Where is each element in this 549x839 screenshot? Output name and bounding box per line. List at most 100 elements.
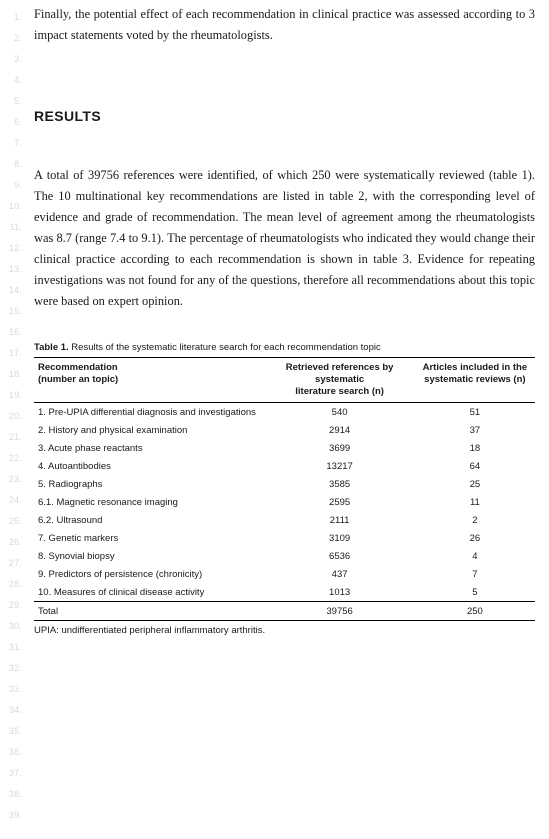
table-header-included: Articles included in the systematic revi… bbox=[415, 358, 535, 403]
table-cell-included: 7 bbox=[415, 565, 535, 583]
table-cell-retrieved: 13217 bbox=[264, 457, 414, 475]
paragraph-results: A total of 39756 references were identif… bbox=[34, 165, 535, 312]
table-cell-included: 37 bbox=[415, 421, 535, 439]
line-number: 1. bbox=[0, 7, 26, 28]
line-number-gutter: 1.2.3.4.5.6.7.8.9.10.11.12.13.14.15.16.1… bbox=[0, 0, 26, 826]
table-cell-topic: 4. Autoantibodies bbox=[34, 457, 264, 475]
line-number: 31. bbox=[0, 637, 26, 658]
line-number: 11. bbox=[0, 217, 26, 238]
table-row: 10. Measures of clinical disease activit… bbox=[34, 583, 535, 602]
table-row: 8. Synovial biopsy65364 bbox=[34, 547, 535, 565]
table-cell-topic: 5. Radiographs bbox=[34, 475, 264, 493]
table-cell-topic: 10. Measures of clinical disease activit… bbox=[34, 583, 264, 602]
line-number: 6. bbox=[0, 112, 26, 133]
table-cell-retrieved: 3585 bbox=[264, 475, 414, 493]
line-number: 13. bbox=[0, 259, 26, 280]
table-header-retrieved: Retrieved references by systematic liter… bbox=[264, 358, 414, 403]
line-number: 38. bbox=[0, 784, 26, 805]
line-number: 22. bbox=[0, 448, 26, 469]
section-heading-results: RESULTS bbox=[34, 108, 535, 124]
table-header-row: Recommendation (number an topic) Retriev… bbox=[34, 358, 535, 403]
line-number: 12. bbox=[0, 238, 26, 259]
line-number: 25. bbox=[0, 511, 26, 532]
table-cell-topic: 3. Acute phase reactants bbox=[34, 439, 264, 457]
line-number: 5. bbox=[0, 91, 26, 112]
table-caption: Table 1. Results of the systematic liter… bbox=[34, 342, 535, 353]
line-number: 29. bbox=[0, 595, 26, 616]
table-row: 6.1. Magnetic resonance imaging259511 bbox=[34, 493, 535, 511]
line-number: 14. bbox=[0, 280, 26, 301]
table-header-recommendation: Recommendation (number an topic) bbox=[34, 358, 264, 403]
line-number: 26. bbox=[0, 532, 26, 553]
line-number: 16. bbox=[0, 322, 26, 343]
table-cell-total-retrieved: 39756 bbox=[264, 602, 414, 621]
table-row: 3. Acute phase reactants369918 bbox=[34, 439, 535, 457]
line-number: 19. bbox=[0, 385, 26, 406]
table-cell-topic: 2. History and physical examination bbox=[34, 421, 264, 439]
table-cell-included: 51 bbox=[415, 403, 535, 422]
paragraph-intro: Finally, the potential effect of each re… bbox=[34, 4, 535, 46]
line-number: 30. bbox=[0, 616, 26, 637]
table-cell-topic: 6.2. Ultrasound bbox=[34, 511, 264, 529]
table-cell-total-included: 250 bbox=[415, 602, 535, 621]
line-number: 10. bbox=[0, 196, 26, 217]
table-cell-included: 26 bbox=[415, 529, 535, 547]
table-cell-retrieved: 3109 bbox=[264, 529, 414, 547]
line-number: 9. bbox=[0, 175, 26, 196]
line-number: 8. bbox=[0, 154, 26, 175]
table-row: 1. Pre-UPIA differential diagnosis and i… bbox=[34, 403, 535, 422]
page-content: Finally, the potential effect of each re… bbox=[34, 4, 535, 636]
table-row: 7. Genetic markers310926 bbox=[34, 529, 535, 547]
table-cell-topic: 8. Synovial biopsy bbox=[34, 547, 264, 565]
table-cell-retrieved: 2914 bbox=[264, 421, 414, 439]
line-number: 23. bbox=[0, 469, 26, 490]
line-number: 4. bbox=[0, 70, 26, 91]
table-cell-retrieved: 2111 bbox=[264, 511, 414, 529]
table-row: 9. Predictors of persistence (chronicity… bbox=[34, 565, 535, 583]
table-cell-included: 4 bbox=[415, 547, 535, 565]
line-number: 21. bbox=[0, 427, 26, 448]
line-number: 28. bbox=[0, 574, 26, 595]
table-caption-text: Results of the systematic literature sea… bbox=[69, 342, 381, 353]
line-number: 17. bbox=[0, 343, 26, 364]
table-cell-included: 5 bbox=[415, 583, 535, 602]
table-cell-retrieved: 437 bbox=[264, 565, 414, 583]
table-cell-retrieved: 1013 bbox=[264, 583, 414, 602]
table-row: 5. Radiographs358525 bbox=[34, 475, 535, 493]
line-number: 37. bbox=[0, 763, 26, 784]
table-cell-total-label: Total bbox=[34, 602, 264, 621]
line-number: 20. bbox=[0, 406, 26, 427]
table-footnote: UPIA: undifferentiated peripheral inflam… bbox=[34, 625, 535, 636]
line-number: 15. bbox=[0, 301, 26, 322]
table-cell-topic: 6.1. Magnetic resonance imaging bbox=[34, 493, 264, 511]
table-row-total: Total39756250 bbox=[34, 602, 535, 621]
table-cell-topic: 7. Genetic markers bbox=[34, 529, 264, 547]
table-cell-included: 2 bbox=[415, 511, 535, 529]
line-number: 18. bbox=[0, 364, 26, 385]
table-cell-topic: 9. Predictors of persistence (chronicity… bbox=[34, 565, 264, 583]
table-cell-retrieved: 540 bbox=[264, 403, 414, 422]
line-number: 35. bbox=[0, 721, 26, 742]
table-cell-retrieved: 3699 bbox=[264, 439, 414, 457]
table-cell-included: 64 bbox=[415, 457, 535, 475]
line-number: 3. bbox=[0, 49, 26, 70]
table-cell-topic: 1. Pre-UPIA differential diagnosis and i… bbox=[34, 403, 264, 422]
table-cell-retrieved: 6536 bbox=[264, 547, 414, 565]
line-number: 39. bbox=[0, 805, 26, 826]
table-row: 4. Autoantibodies1321764 bbox=[34, 457, 535, 475]
table-row: 2. History and physical examination29143… bbox=[34, 421, 535, 439]
table-row: 6.2. Ultrasound21112 bbox=[34, 511, 535, 529]
line-number: 34. bbox=[0, 700, 26, 721]
line-number: 36. bbox=[0, 742, 26, 763]
table-1: Recommendation (number an topic) Retriev… bbox=[34, 357, 535, 621]
table-cell-included: 25 bbox=[415, 475, 535, 493]
line-number: 33. bbox=[0, 679, 26, 700]
line-number: 2. bbox=[0, 28, 26, 49]
table-cell-included: 18 bbox=[415, 439, 535, 457]
line-number: 7. bbox=[0, 133, 26, 154]
table-cell-retrieved: 2595 bbox=[264, 493, 414, 511]
line-number: 24. bbox=[0, 490, 26, 511]
table-caption-label: Table 1. bbox=[34, 342, 69, 353]
line-number: 27. bbox=[0, 553, 26, 574]
table-cell-included: 11 bbox=[415, 493, 535, 511]
